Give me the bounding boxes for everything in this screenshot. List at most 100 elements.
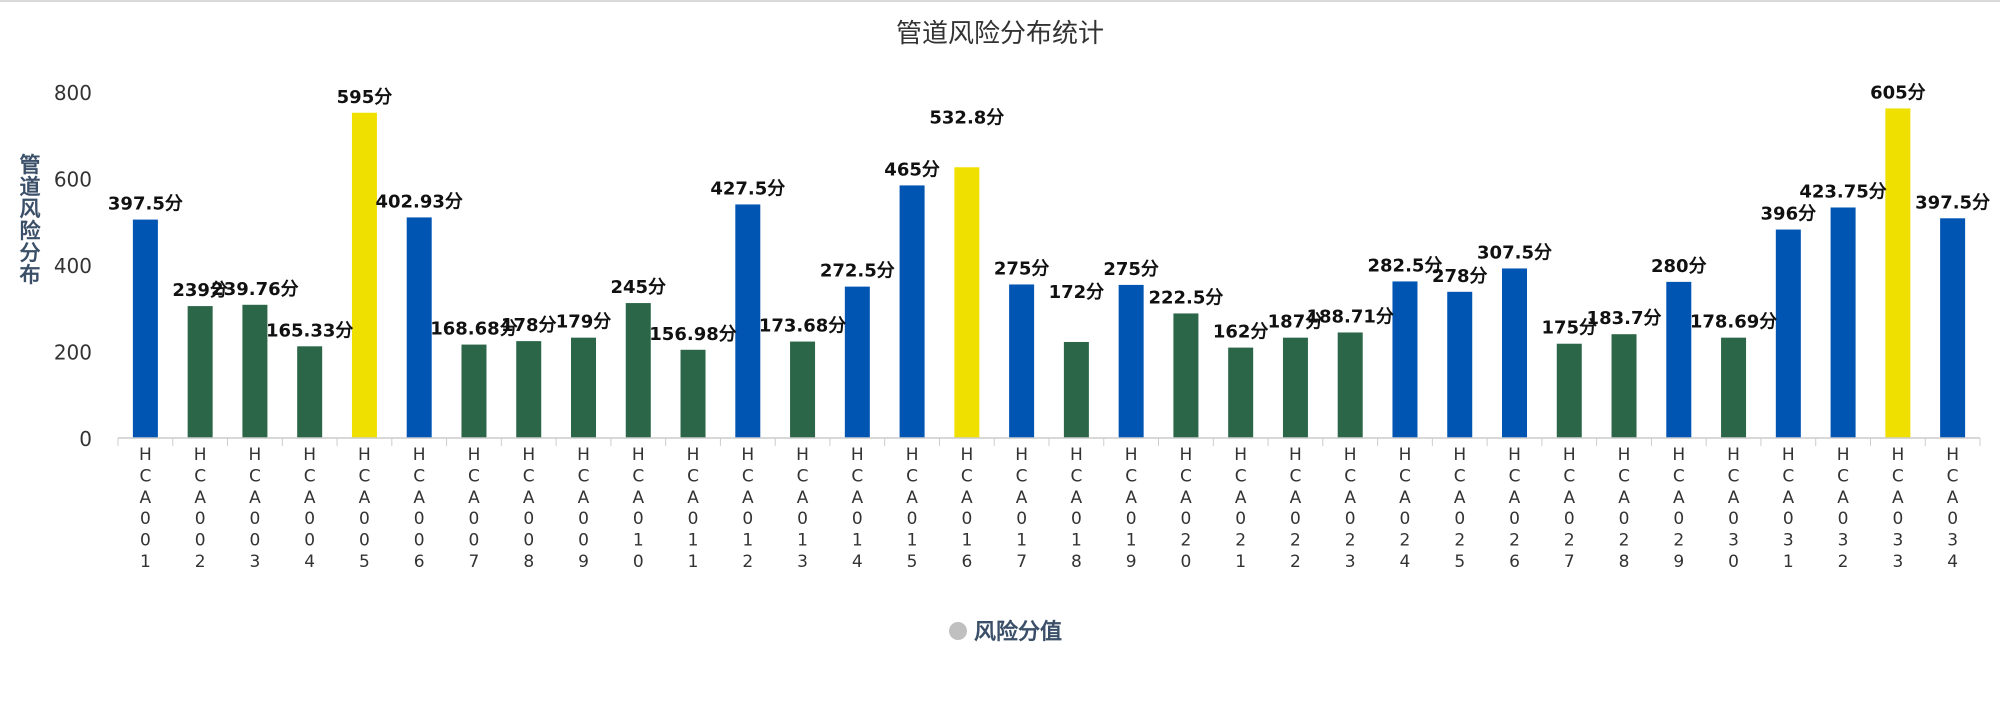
bar-HCA033[interactable] [1885,108,1911,438]
data-label-HCA034: 397.5分 [1915,192,1990,213]
bar-HCA032[interactable] [1830,207,1856,438]
x-tick-label-char: 2 [195,552,206,572]
bar-HCA024[interactable] [1392,281,1418,438]
x-tick-label-char: 0 [1838,509,1849,529]
x-tick-label-char: 2 [1345,531,1356,551]
x-tick-label-char: C [1892,466,1904,486]
x-tick-label-char: 3 [1838,531,1849,551]
x-tick-label-char: 1 [797,531,808,551]
bar-HCA008[interactable] [516,341,542,438]
x-tick-label-char: C [1235,466,1247,486]
x-tick-label-char: C [1454,466,1466,486]
bar-HCA015[interactable] [899,185,925,438]
y-tick-label: 600 [54,168,92,192]
bar-HCA004[interactable] [297,346,323,438]
y-axis-title-char: 险 [20,219,42,243]
bar-HCA012[interactable] [735,204,761,438]
bar-HCA023[interactable] [1337,332,1363,438]
x-tick-label-char: A [852,488,864,508]
x-tick-label-char: H [1563,445,1576,465]
x-tick-label-char: 3 [1892,531,1903,551]
x-tick-label-char: 3 [249,552,260,572]
x-tick-label-char: A [1728,488,1740,508]
x-tick-label-char: C [1509,466,1521,486]
x-tick-label-char: 2 [1180,531,1191,551]
bar-HCA010[interactable] [625,303,651,438]
data-label-HCA001: 397.5分 [108,194,183,215]
x-tick-label-char: 3 [1947,531,1958,551]
x-tick-label-char: C [1782,466,1794,486]
x-tick-label-char: 0 [1180,552,1191,572]
bar-HCA017[interactable] [1009,284,1035,438]
bar-HCA014[interactable] [844,286,870,438]
x-tick-label-char: 1 [852,531,863,551]
y-axis: 0 200 400 600 800 [54,81,92,451]
x-tick-label-char: H [413,445,426,465]
x-tick-label-char: C [1399,466,1411,486]
bar-HCA011[interactable] [680,349,706,438]
bar-HCA030[interactable] [1721,337,1747,438]
x-tick-label-char: A [687,488,699,508]
bar-HCA013[interactable] [790,341,816,438]
x-tick-label-char: 0 [1509,509,1520,529]
bar-HCA003[interactable] [242,304,268,438]
x-tick-label-char: 2 [1235,531,1246,551]
x-tick-label-char: H [468,445,481,465]
bar-HCA002[interactable] [187,306,213,438]
x-tick-label-char: 4 [852,552,863,572]
data-label-HCA014: 272.5分 [820,261,895,282]
x-tick-label-char: 0 [1235,509,1246,529]
y-axis-title-char: 风 [20,197,41,221]
x-tick-label-char: 1 [1783,552,1794,572]
bar-HCA026[interactable] [1502,268,1527,438]
bar-HCA025[interactable] [1447,291,1473,438]
x-tick-label-char: 0 [797,509,808,529]
x-tick-label-char: H [796,445,809,465]
x-tick-label-char: A [1290,488,1302,508]
bar-HCA021[interactable] [1228,347,1254,438]
x-tick-label-char: 6 [414,552,425,572]
bar-HCA001[interactable] [132,219,158,438]
x-tick-label-char: A [1454,488,1466,508]
x-tick-label-char: 0 [469,531,480,551]
bar-HCA022[interactable] [1282,337,1308,438]
x-tick-label-char: A [523,488,535,508]
bar-HCA028[interactable] [1611,334,1637,438]
x-tick-label-char: 0 [688,509,699,529]
bar-HCA029[interactable] [1666,281,1692,438]
bar-HCA006[interactable] [406,217,432,438]
x-tick-label-char: A [140,488,152,508]
bar-HCA005[interactable] [351,112,377,438]
x-tick-label-char: C [304,466,316,486]
bar-HCA031[interactable] [1775,229,1801,438]
x-tick-label-char: C [1344,466,1356,486]
x-tick-label-char: C [961,466,973,486]
bar-HCA007[interactable] [461,344,487,438]
y-tick-label: 0 [79,427,92,451]
x-tick-label-char: 3 [1783,531,1794,551]
top-border [0,0,2000,2]
bar-HCA020[interactable] [1173,313,1199,438]
bar-HCA018[interactable] [1063,341,1089,438]
x-tick-label-char: 0 [1564,509,1575,529]
x-tick-label-char: A [1947,488,1959,508]
bar-HCA016[interactable] [954,167,980,438]
data-label-HCA007: 168.68分 [430,319,517,340]
bar-HCA027[interactable] [1556,343,1582,438]
x-tick-label-char: 0 [195,531,206,551]
bar-HCA019[interactable] [1118,284,1144,438]
x-tick-label-char: H [741,445,754,465]
bar-HCA009[interactable] [571,337,596,438]
legend[interactable]: 风险分值 [949,619,1062,645]
x-tick-label-char: 8 [1071,552,1082,572]
x-tick-label-char: 7 [1564,552,1575,572]
x-tick-label-char: 9 [578,552,589,572]
bar-HCA034[interactable] [1940,218,1966,438]
x-tick-label-char: A [961,488,973,508]
